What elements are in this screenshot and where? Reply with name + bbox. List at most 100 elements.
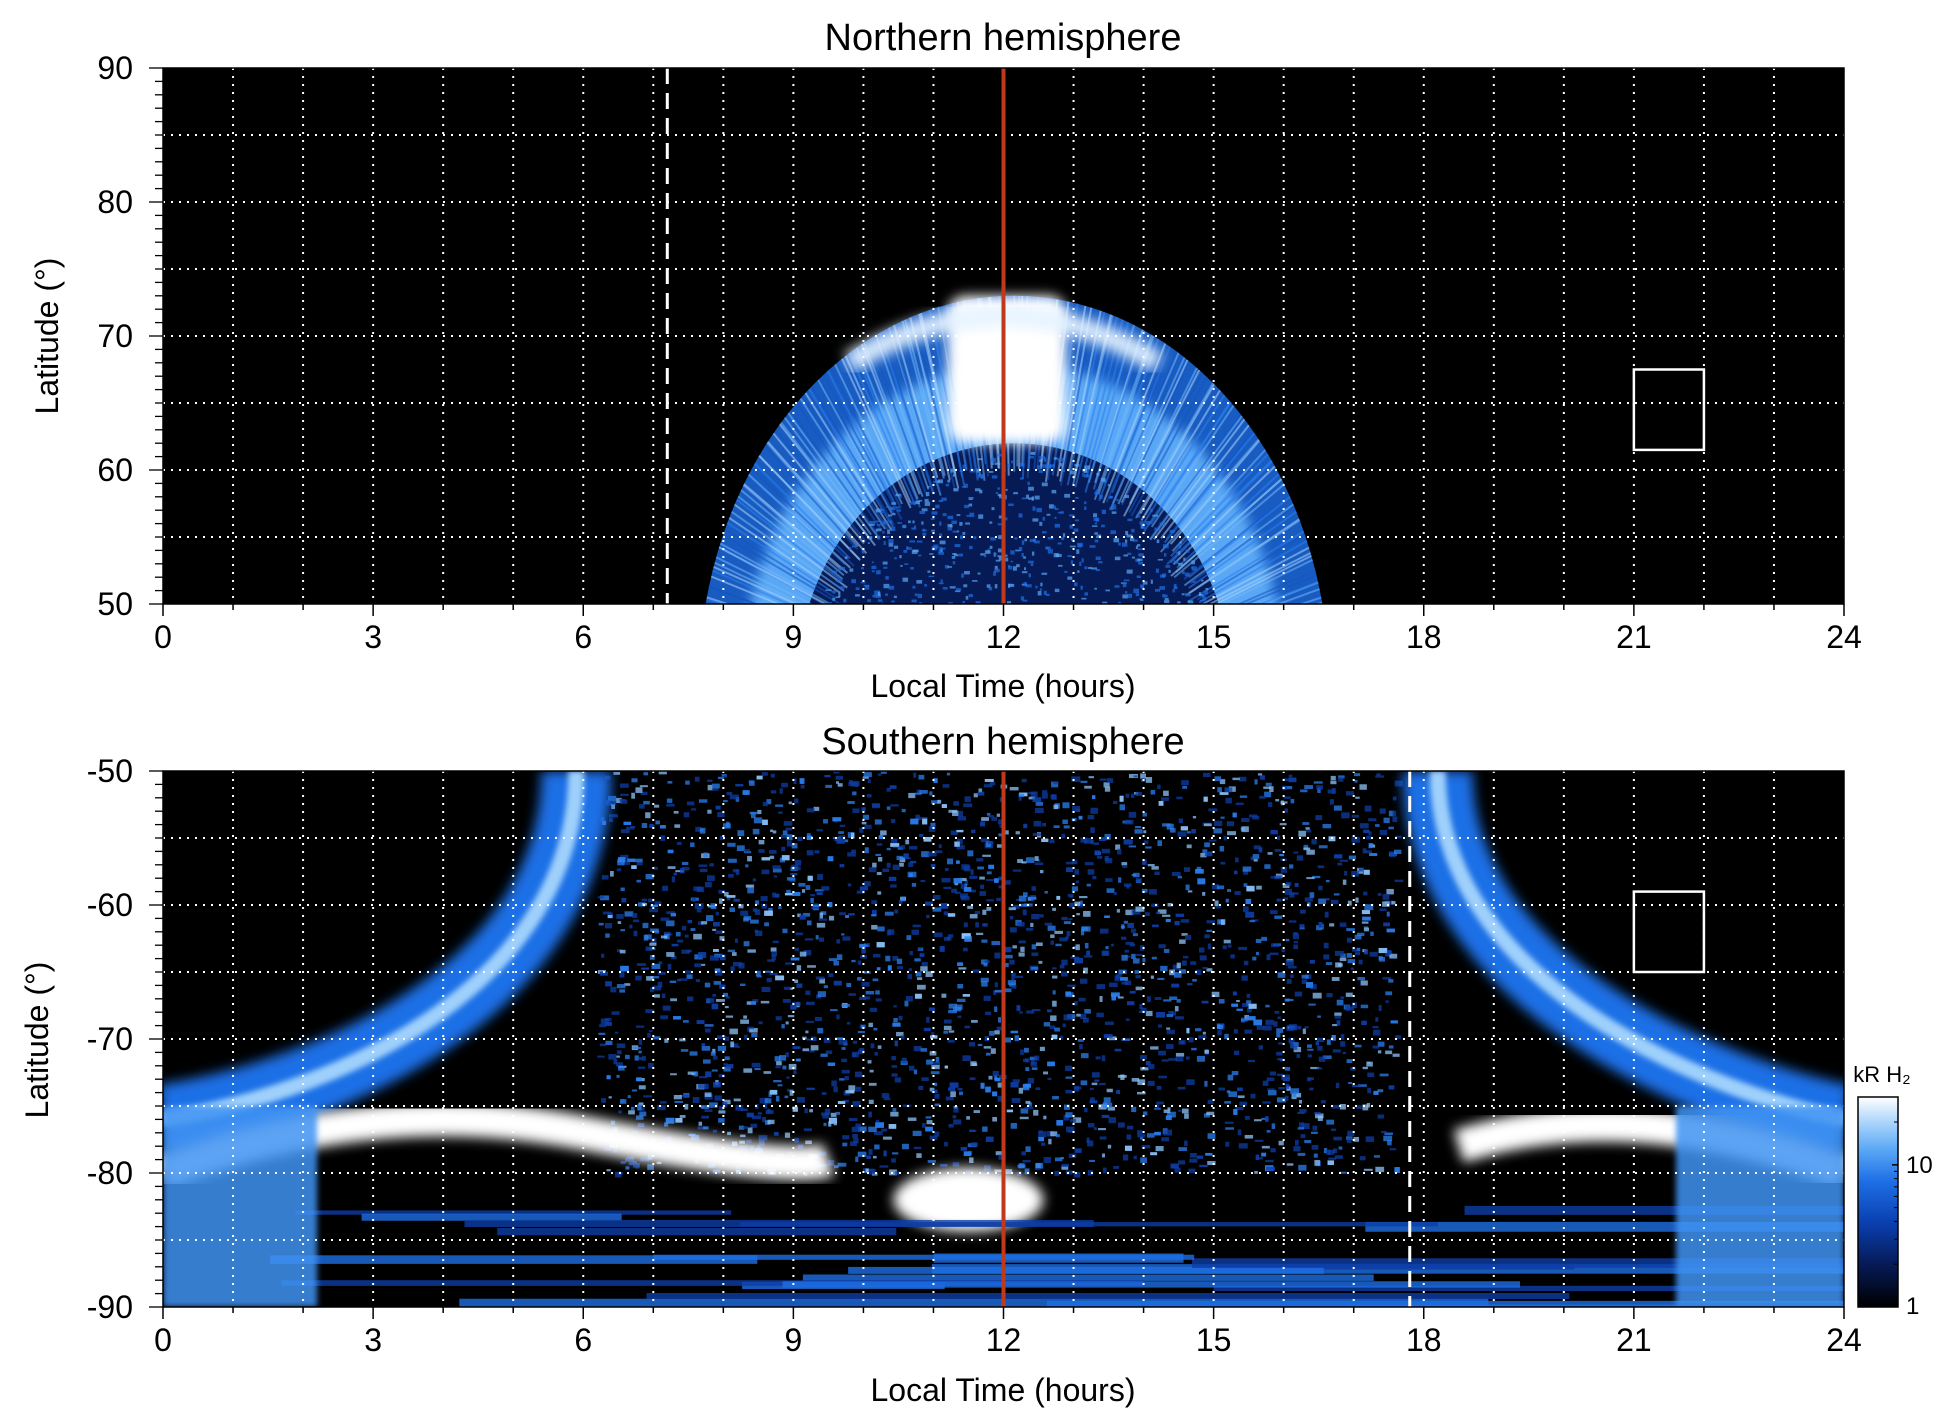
emission-speckle: [1279, 853, 1284, 857]
emission-speckle: [705, 1071, 712, 1078]
emission-speckle: [949, 586, 956, 589]
emission-speckle: [1079, 900, 1083, 905]
emission-speckle: [1045, 546, 1049, 550]
emission-speckle: [1120, 936, 1127, 940]
x-axis-label: Local Time (hours): [871, 668, 1136, 704]
emission-speckle: [752, 878, 756, 882]
emission-speckle: [649, 942, 657, 946]
emission-streak: [1141, 394, 1226, 526]
emission-speckle: [1179, 939, 1186, 944]
emission-speckle: [875, 520, 882, 523]
emission-speckle: [727, 1131, 731, 1136]
emission-speckle: [971, 1019, 978, 1023]
emission-speckle: [816, 829, 824, 832]
emission-speckle: [947, 566, 952, 568]
emission-speckle: [990, 457, 997, 463]
emission-speckle: [1165, 1044, 1174, 1049]
emission-speckle: [1292, 933, 1300, 940]
emission-speckle: [920, 1048, 928, 1052]
emission-speckle: [1034, 862, 1044, 866]
emission-speckle: [793, 1070, 797, 1075]
emission-speckle: [1388, 810, 1394, 817]
emission-speckle: [723, 775, 728, 778]
emission-speckle: [682, 1020, 689, 1023]
emission-speckle: [1031, 1009, 1041, 1012]
emission-speckle: [686, 801, 695, 806]
emission-speckle: [867, 599, 871, 603]
emission-speckle: [1005, 554, 1008, 557]
emission-speckle: [640, 967, 650, 970]
emission-speckle: [675, 1117, 683, 1123]
emission-speckle: [1094, 587, 1097, 590]
emission-speckle: [1362, 1104, 1369, 1111]
emission-speckle: [638, 1102, 644, 1106]
emission-speckle: [1219, 779, 1226, 785]
emission-speckle: [958, 810, 964, 817]
emission-speckle: [1023, 823, 1028, 829]
colorbar-label: kR H₂: [1853, 1062, 1910, 1087]
emission-speckle: [876, 967, 881, 971]
emission-speckle: [1107, 1144, 1112, 1149]
emission-speckle: [785, 827, 792, 831]
emission-streak: [1189, 505, 1295, 585]
emission-speckle: [914, 792, 922, 795]
emission-speckle: [839, 566, 846, 571]
emission-speckle: [727, 842, 736, 847]
emission-speckle: [1383, 1135, 1393, 1142]
emission-speckle: [1037, 591, 1042, 596]
emission-speckle: [642, 922, 649, 929]
emission-speckle: [951, 520, 957, 525]
emission-streak: [713, 566, 799, 604]
emission-speckle: [1096, 472, 1100, 476]
emission-speckle: [1135, 825, 1142, 829]
emission-speckle: [1068, 918, 1073, 921]
emission-speckle: [957, 816, 967, 821]
emission-speckle: [1286, 978, 1292, 984]
emission-speckle: [927, 851, 937, 857]
emission-speckle: [875, 998, 882, 1002]
emission-speckle: [848, 993, 856, 996]
emission-speckle: [1038, 960, 1043, 964]
emission-streak: [753, 462, 851, 560]
emission-speckle: [1236, 1008, 1243, 1011]
emission-speckle: [1178, 1160, 1186, 1165]
emission-speckle: [698, 921, 704, 926]
emission-speckle: [654, 901, 662, 905]
emission-speckle: [1225, 797, 1232, 804]
emission-speckle: [898, 1015, 903, 1021]
emission-speckle: [912, 520, 915, 524]
emission-speckle: [991, 817, 998, 821]
emission-speckle: [770, 790, 777, 794]
emission-speckle: [1330, 1128, 1337, 1131]
emission-speckle: [1383, 922, 1390, 927]
emission-speckle: [1005, 946, 1012, 953]
emission-speckle: [1253, 859, 1258, 862]
emission-speckle: [1127, 518, 1133, 522]
emission-speckle: [1322, 823, 1332, 829]
emission-streak: [1120, 359, 1189, 504]
emission-speckle: [1158, 1075, 1168, 1079]
emission-speckle: [1120, 977, 1128, 981]
emission-speckle: [1258, 847, 1263, 853]
emission-speckle: [653, 804, 660, 808]
emission-speckle: [700, 1105, 704, 1109]
emission-speckle: [605, 1022, 612, 1026]
emission-speckle: [1339, 1171, 1347, 1174]
emission-speckle: [673, 872, 677, 876]
emission-streak: [1188, 510, 1297, 589]
emission-speckle: [1125, 909, 1134, 916]
emission-speckle: [968, 497, 974, 499]
emission-speckle: [1176, 999, 1181, 1003]
emission-streak: [817, 379, 893, 514]
emission-speckle: [1250, 856, 1254, 861]
emission-speckle: [913, 1045, 922, 1052]
emission-speckle: [832, 597, 836, 601]
emission-speckle: [1334, 1012, 1342, 1016]
emission-speckle: [1318, 898, 1327, 905]
emission-speckle: [842, 936, 851, 941]
emission-speckle: [747, 949, 756, 953]
emission-streak: [1258, 581, 1319, 604]
emission-speckle: [867, 1168, 876, 1175]
emission-speckle: [1192, 580, 1196, 583]
emission-speckle: [1332, 1023, 1338, 1027]
